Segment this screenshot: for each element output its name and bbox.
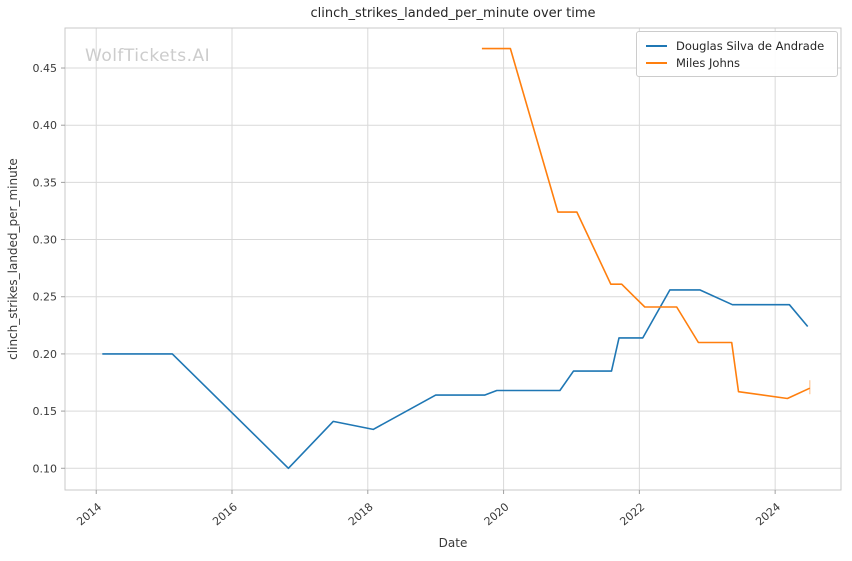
legend-label: Douglas Silva de Andrade bbox=[676, 38, 825, 53]
x-tick-label: 2020 bbox=[482, 500, 512, 528]
y-tick-label: 0.15 bbox=[33, 405, 58, 418]
y-tick-label: 0.20 bbox=[33, 348, 58, 361]
y-tick-label: 0.30 bbox=[33, 234, 58, 247]
x-tick-label: 2018 bbox=[346, 500, 376, 528]
y-axis-label: clinch_strikes_landed_per_minute bbox=[6, 158, 20, 360]
legend-entry: Douglas Silva de Andrade bbox=[646, 37, 830, 54]
legend-line-swatch bbox=[646, 44, 667, 47]
legend: Douglas Silva de Andrade Miles Johns bbox=[636, 31, 838, 77]
y-tick-label: 0.10 bbox=[33, 462, 58, 475]
x-tick-label: 2014 bbox=[74, 500, 104, 528]
x-axis-label: Date bbox=[438, 536, 468, 550]
legend-line-swatch bbox=[646, 61, 667, 64]
x-tick-label: 2022 bbox=[617, 500, 647, 528]
x-tick-label: 2016 bbox=[210, 500, 240, 528]
y-tick-label: 0.25 bbox=[33, 291, 58, 304]
plot-border bbox=[64, 27, 842, 491]
y-tick-label: 0.45 bbox=[33, 62, 58, 75]
y-tick-label: 0.35 bbox=[33, 176, 58, 189]
series-line-1 bbox=[481, 47, 811, 400]
legend-label: Miles Johns bbox=[676, 55, 741, 70]
watermark: WolfTickets.AI bbox=[85, 46, 211, 66]
chart-title: clinch_strikes_landed_per_minute over ti… bbox=[310, 6, 596, 21]
legend-entry: Miles Johns bbox=[646, 54, 830, 71]
x-tick-label: 2024 bbox=[753, 500, 783, 528]
y-tick-label: 0.40 bbox=[33, 119, 58, 132]
series-line-0 bbox=[102, 289, 809, 470]
